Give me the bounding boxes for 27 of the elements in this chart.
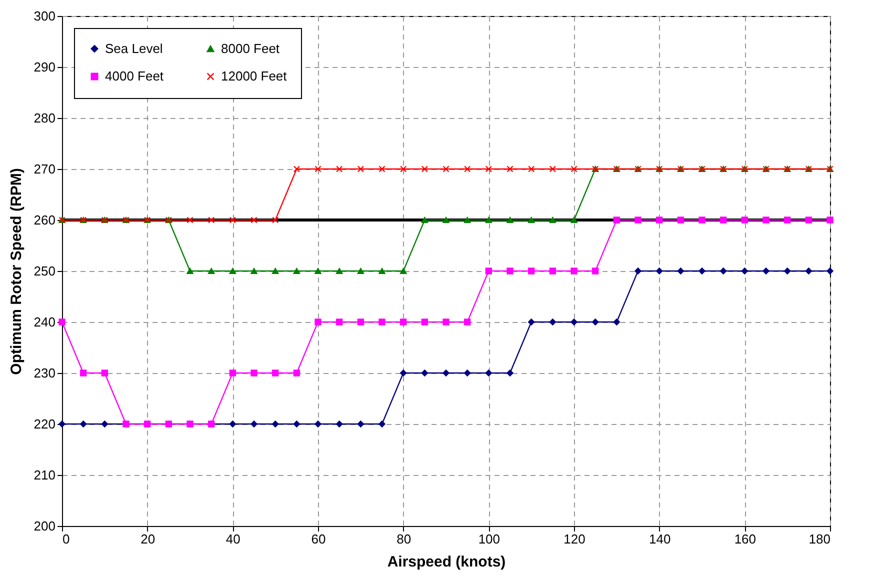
x-tick-label: 180 [808, 532, 830, 546]
y-tick-label: 230 [34, 366, 56, 380]
y-tick-label: 210 [34, 468, 56, 482]
x-tick-label: 120 [564, 532, 586, 546]
x-tick-label: 80 [396, 532, 412, 546]
legend-label: 4000 Feet [105, 68, 164, 84]
y-tick-label: 200 [34, 518, 56, 534]
x-tick-label: 140 [648, 532, 671, 546]
legend-label: 8000 Feet [221, 40, 280, 56]
y-tick-label: 280 [34, 110, 56, 126]
legend-label: Sea Level [105, 40, 163, 56]
y-tick-label: 260 [34, 212, 56, 228]
legend-label: 12000 Feet [221, 68, 288, 84]
y-tick-label: 290 [34, 60, 56, 74]
y-tick-label: 220 [34, 416, 56, 432]
x-tick-label: 60 [311, 532, 326, 546]
y-tick-label: 300 [34, 8, 56, 24]
x-tick-label: 20 [140, 532, 156, 546]
y-tick-label: 250 [34, 264, 56, 278]
y-axis-title: Optimum Rotor Speed (RPM) [8, 168, 25, 375]
x-tick-label: 40 [226, 532, 240, 546]
x-tick-label: 0 [62, 532, 70, 546]
x-tick-label: 160 [734, 532, 756, 546]
x-axis-title: Airspeed (knots) [387, 554, 506, 570]
x-tick-label: 100 [478, 532, 500, 546]
y-tick-label: 240 [34, 314, 56, 330]
y-tick-label: 270 [34, 162, 56, 176]
